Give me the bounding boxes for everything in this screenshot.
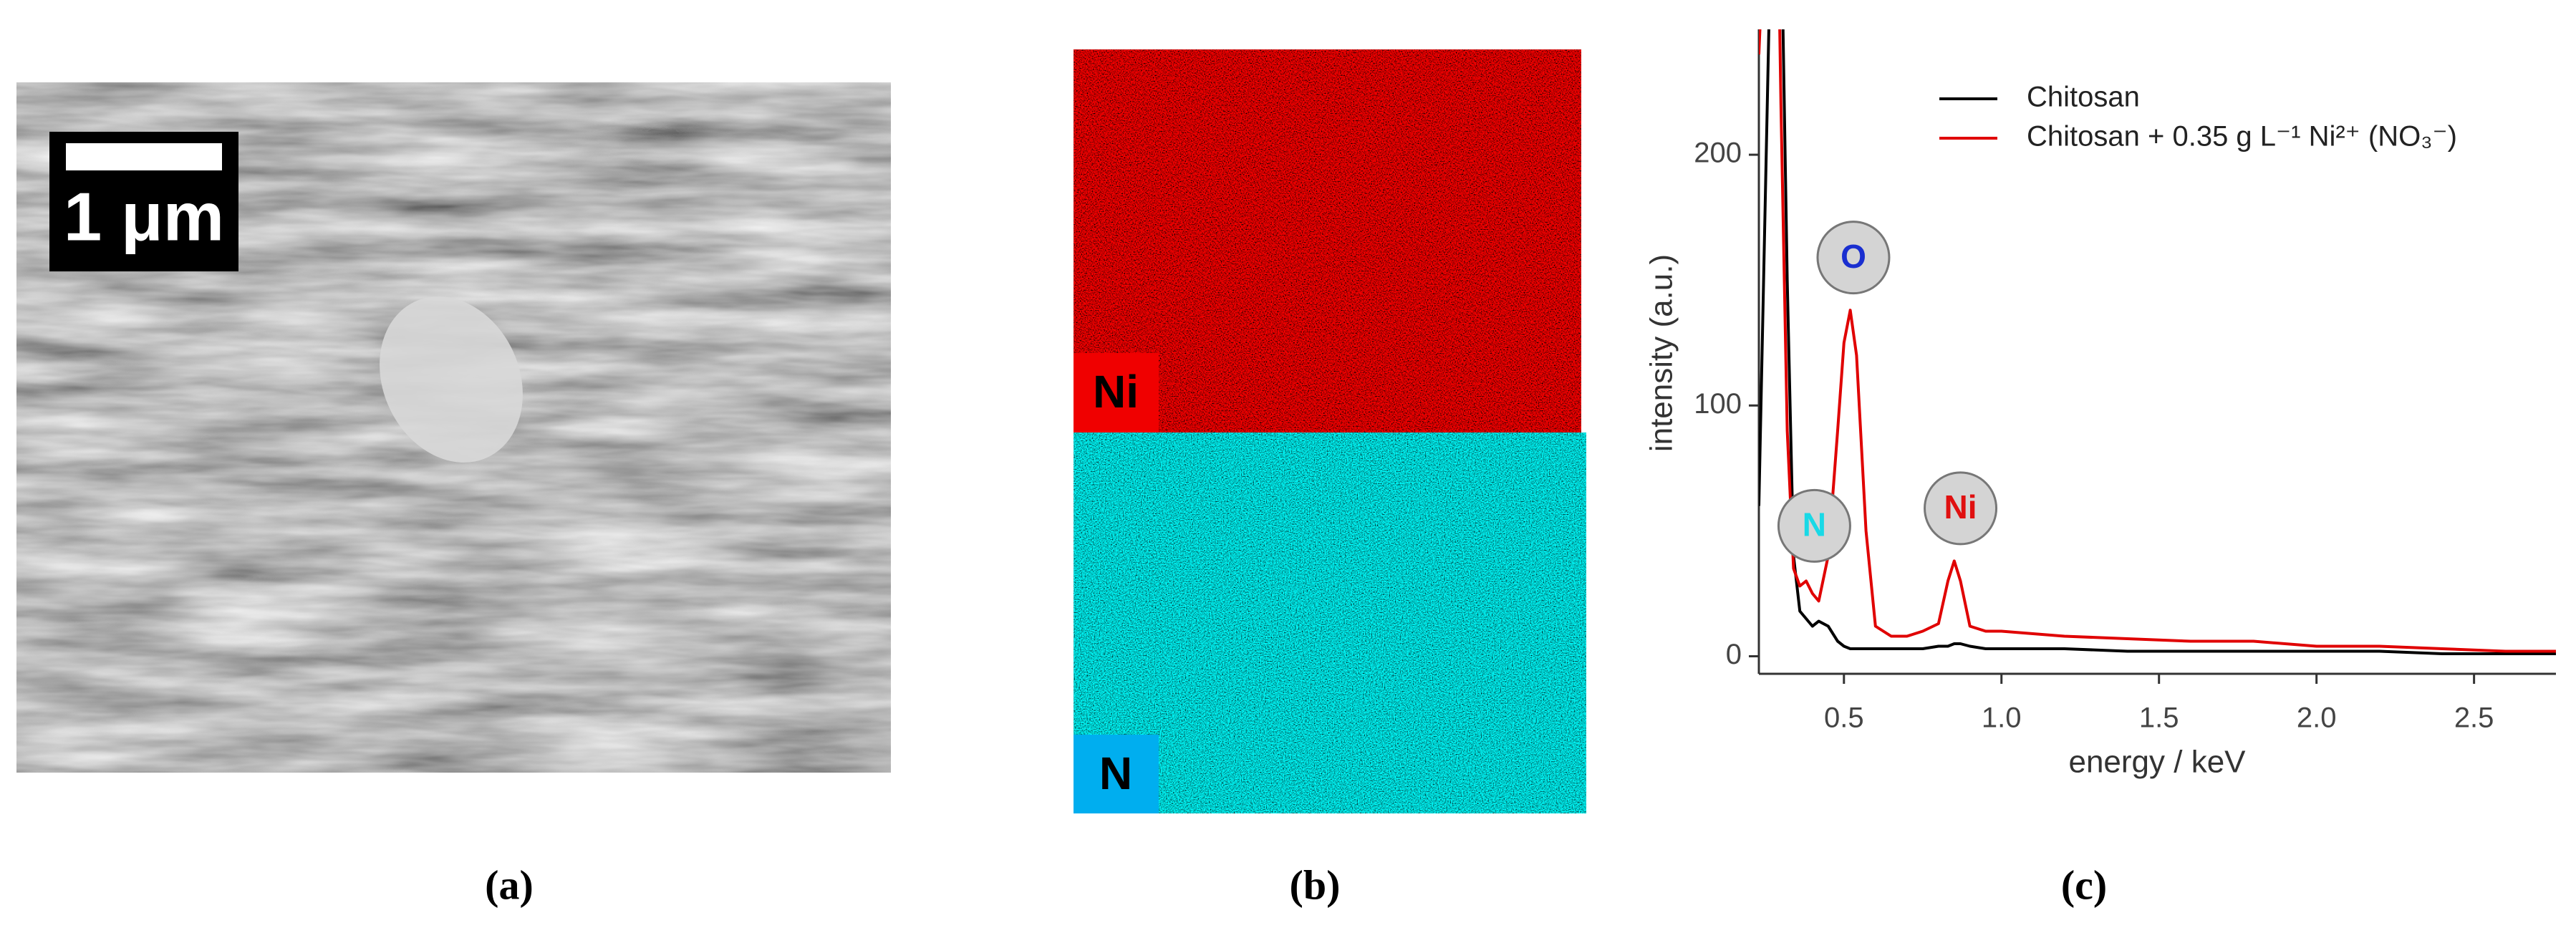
x-tick-label: 1.0 <box>1982 702 2022 734</box>
panel-caption: (a) <box>485 861 534 908</box>
y-tick-label: 100 <box>1694 388 1742 420</box>
map-label: Ni <box>1093 366 1139 417</box>
plot-area <box>1759 29 2556 655</box>
panel-caption: (b) <box>1290 861 1341 908</box>
series-line <box>1759 29 2556 655</box>
series-line <box>1759 29 2556 653</box>
annotation-circle <box>1924 471 1998 546</box>
map-label: N <box>1099 748 1132 799</box>
annotation-label: Ni <box>1944 488 1977 526</box>
scale-bar-label: 1 μm <box>64 178 224 255</box>
x-tick-label: 2.5 <box>2454 702 2494 734</box>
y-axis-label: intensity (a.u.) <box>1644 254 1679 452</box>
scale-bar <box>66 143 222 170</box>
panel-caption: (c) <box>2061 861 2107 908</box>
map-label-box <box>1074 353 1159 432</box>
annotation-label: N <box>1803 506 1826 543</box>
sem-particle <box>380 296 523 463</box>
series-group <box>1759 29 2556 655</box>
y-tick-label: 200 <box>1694 137 1742 169</box>
annotation-circle <box>1816 221 1891 295</box>
x-axis-label: energy / keV <box>2068 745 2246 780</box>
map-label-box <box>1074 735 1159 813</box>
annotation-circle <box>1777 488 1851 563</box>
n-map <box>1074 432 1586 813</box>
x-tick-label: 1.5 <box>2139 702 2179 734</box>
x-tick-label: 2.0 <box>2297 702 2337 734</box>
legend-label: Chitosan + 0.35 g L⁻¹ Ni²⁺ (NO₃⁻) <box>2027 121 2457 153</box>
annotation-label: O <box>1841 238 1866 275</box>
legend-label: Chitosan <box>2027 82 2140 113</box>
y-tick-label: 0 <box>1726 639 1742 670</box>
x-tick-label: 0.5 <box>1824 702 1864 734</box>
